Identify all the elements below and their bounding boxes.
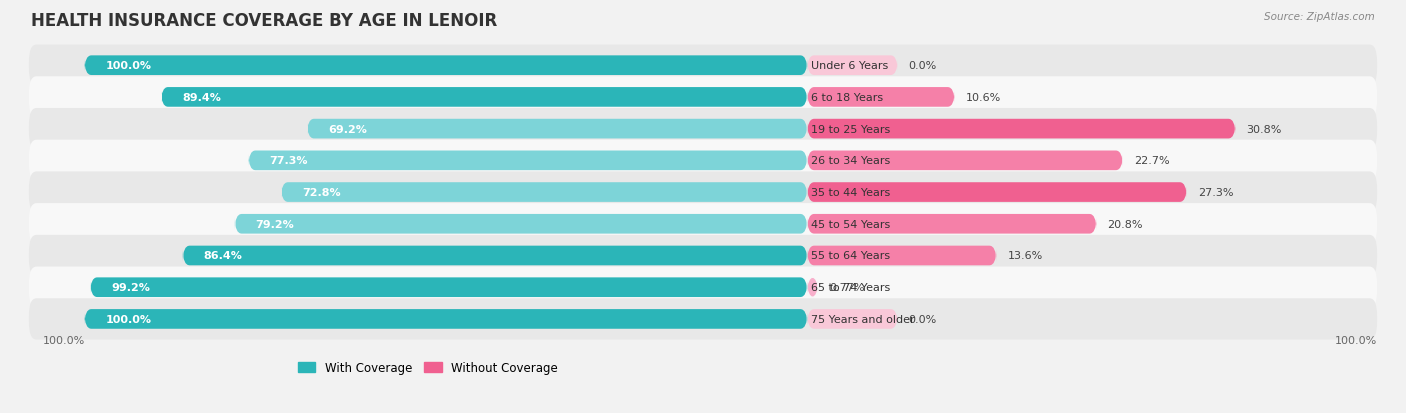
- Text: 65 to 74 Years: 65 to 74 Years: [811, 282, 890, 292]
- FancyBboxPatch shape: [807, 88, 955, 107]
- Text: 89.4%: 89.4%: [181, 93, 221, 103]
- Text: 20.8%: 20.8%: [1108, 219, 1143, 229]
- FancyBboxPatch shape: [281, 183, 807, 202]
- Text: 100.0%: 100.0%: [1334, 336, 1376, 346]
- Text: 27.3%: 27.3%: [1198, 188, 1233, 197]
- Text: 26 to 34 Years: 26 to 34 Years: [811, 156, 890, 166]
- Text: 55 to 64 Years: 55 to 64 Years: [811, 251, 890, 261]
- FancyBboxPatch shape: [84, 56, 807, 76]
- FancyBboxPatch shape: [183, 246, 807, 266]
- FancyBboxPatch shape: [249, 151, 807, 171]
- Text: 0.0%: 0.0%: [908, 61, 936, 71]
- Legend: With Coverage, Without Coverage: With Coverage, Without Coverage: [292, 356, 562, 379]
- Text: 0.77%: 0.77%: [830, 282, 865, 292]
- Text: 100.0%: 100.0%: [105, 61, 152, 71]
- FancyBboxPatch shape: [30, 172, 1376, 213]
- Text: 0.0%: 0.0%: [908, 314, 936, 324]
- Text: Under 6 Years: Under 6 Years: [811, 61, 889, 71]
- Text: 13.6%: 13.6%: [1007, 251, 1043, 261]
- FancyBboxPatch shape: [30, 77, 1376, 118]
- FancyBboxPatch shape: [30, 235, 1376, 276]
- FancyBboxPatch shape: [30, 299, 1376, 340]
- Text: 100.0%: 100.0%: [105, 314, 152, 324]
- FancyBboxPatch shape: [807, 309, 897, 329]
- Text: 72.8%: 72.8%: [302, 188, 340, 197]
- FancyBboxPatch shape: [90, 278, 807, 297]
- FancyBboxPatch shape: [30, 267, 1376, 308]
- FancyBboxPatch shape: [807, 151, 1123, 171]
- Text: 75 Years and older: 75 Years and older: [811, 314, 915, 324]
- Text: HEALTH INSURANCE COVERAGE BY AGE IN LENOIR: HEALTH INSURANCE COVERAGE BY AGE IN LENO…: [31, 12, 498, 30]
- Text: 45 to 54 Years: 45 to 54 Years: [811, 219, 890, 229]
- Text: 99.2%: 99.2%: [111, 282, 150, 292]
- FancyBboxPatch shape: [30, 109, 1376, 150]
- FancyBboxPatch shape: [30, 140, 1376, 182]
- FancyBboxPatch shape: [162, 88, 807, 107]
- FancyBboxPatch shape: [84, 309, 807, 329]
- Text: 77.3%: 77.3%: [270, 156, 308, 166]
- Text: 30.8%: 30.8%: [1247, 124, 1282, 134]
- Text: 10.6%: 10.6%: [966, 93, 1001, 103]
- FancyBboxPatch shape: [235, 214, 807, 234]
- Text: 86.4%: 86.4%: [204, 251, 242, 261]
- Text: 79.2%: 79.2%: [256, 219, 294, 229]
- Text: 6 to 18 Years: 6 to 18 Years: [811, 93, 883, 103]
- FancyBboxPatch shape: [807, 278, 818, 297]
- FancyBboxPatch shape: [307, 119, 807, 139]
- Text: 22.7%: 22.7%: [1133, 156, 1170, 166]
- Text: 100.0%: 100.0%: [42, 336, 84, 346]
- Text: Source: ZipAtlas.com: Source: ZipAtlas.com: [1264, 12, 1375, 22]
- FancyBboxPatch shape: [807, 214, 1097, 234]
- Text: 35 to 44 Years: 35 to 44 Years: [811, 188, 890, 197]
- FancyBboxPatch shape: [807, 119, 1236, 139]
- Text: 19 to 25 Years: 19 to 25 Years: [811, 124, 890, 134]
- Text: 69.2%: 69.2%: [328, 124, 367, 134]
- FancyBboxPatch shape: [807, 56, 897, 76]
- FancyBboxPatch shape: [807, 246, 997, 266]
- FancyBboxPatch shape: [30, 204, 1376, 245]
- FancyBboxPatch shape: [30, 45, 1376, 87]
- FancyBboxPatch shape: [807, 183, 1187, 202]
